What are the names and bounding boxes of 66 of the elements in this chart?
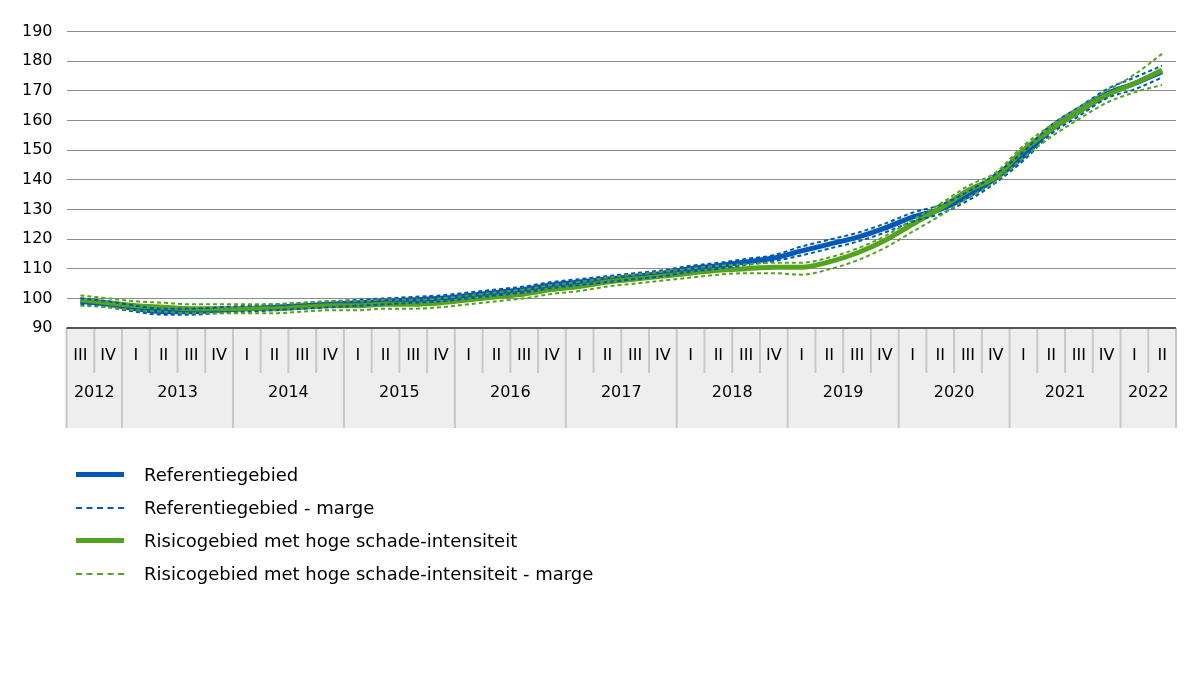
y-tick-label: 90 — [32, 317, 53, 337]
x-tick-label: I — [466, 344, 472, 364]
x-tick-label: II — [1157, 344, 1167, 364]
legend-label: Referentiegebied - marge — [144, 497, 375, 518]
x-tick-label: IV — [211, 344, 227, 364]
x-tick-label: I — [133, 344, 139, 364]
x-tick-label: I — [799, 344, 804, 364]
text: 2018 — [711, 382, 753, 402]
x-tick-label: III — [517, 344, 532, 364]
text: 2022 — [1127, 382, 1169, 402]
x-tick-label: III — [184, 344, 199, 364]
x-tick-label: II — [269, 344, 280, 364]
text: 2016 — [489, 382, 531, 402]
y-tick-label: 180 — [21, 50, 53, 70]
x-tick-label: II — [602, 344, 613, 364]
y-tick-label: 130 — [21, 198, 53, 218]
text: 2021 — [1044, 382, 1086, 402]
x-tick-label: IV — [876, 344, 893, 364]
x-tick-label: III — [1071, 344, 1086, 364]
x-tick-label: II — [1046, 344, 1056, 364]
y-tick-label: 140 — [21, 168, 53, 188]
x-tick-label: III — [960, 344, 976, 364]
x-tick-label: I — [577, 344, 583, 364]
x-tick-label: I — [1132, 344, 1137, 364]
x-tick-label: IV — [100, 344, 117, 364]
x-tick-label: I — [1021, 344, 1026, 364]
x-tick-label: IV — [1098, 344, 1115, 364]
x-tick-label: III — [849, 344, 865, 364]
x-tick-label: IV — [544, 344, 560, 364]
x-tick-label: IV — [322, 344, 338, 364]
x-tick-label: III — [739, 344, 754, 364]
x-tick-label: I — [688, 344, 693, 364]
x-tick-label: II — [935, 344, 945, 364]
text: 2019 — [822, 382, 864, 402]
x-tick-label: II — [158, 344, 169, 364]
x-tick-label: II — [380, 344, 391, 364]
legend-label: Risicogebied met hoge schade-intensiteit — [144, 530, 518, 551]
y-tick-label: 160 — [21, 109, 53, 129]
text: 2013 — [157, 382, 198, 402]
x-tick-label: II — [713, 344, 724, 364]
x-tick-label: I — [910, 344, 915, 364]
y-tick-label: 190 — [21, 20, 53, 40]
y-tick-label: 170 — [21, 80, 53, 100]
x-tick-label: III — [406, 344, 421, 364]
text: 2020 — [933, 382, 975, 402]
x-tick-label: IV — [433, 344, 449, 364]
text: 2017 — [600, 382, 642, 402]
y-tick-label: 110 — [21, 257, 53, 277]
x-tick-label: IV — [765, 344, 782, 364]
text: 2015 — [379, 382, 420, 402]
x-tick-label: IV — [655, 344, 671, 364]
y-tick-label: 150 — [21, 139, 53, 159]
x-tick-label: IV — [987, 344, 1004, 364]
x-tick-label: III — [73, 344, 88, 364]
x-tick-label: II — [491, 344, 502, 364]
x-tick-label: III — [295, 344, 310, 364]
x-tick-label: III — [628, 344, 643, 364]
y-tick-label: 100 — [21, 287, 53, 307]
y-tick-label: 120 — [21, 228, 53, 248]
text: 2012 — [73, 382, 115, 402]
x-tick-label: II — [824, 344, 835, 364]
legend-label: Referentiegebied — [144, 464, 299, 485]
x-tick-label: I — [244, 344, 250, 364]
text: 2014 — [268, 382, 309, 402]
x-tick-label: I — [355, 344, 361, 364]
legend-label: Risicogebied met hoge schade-intensiteit - marge — [144, 563, 594, 584]
